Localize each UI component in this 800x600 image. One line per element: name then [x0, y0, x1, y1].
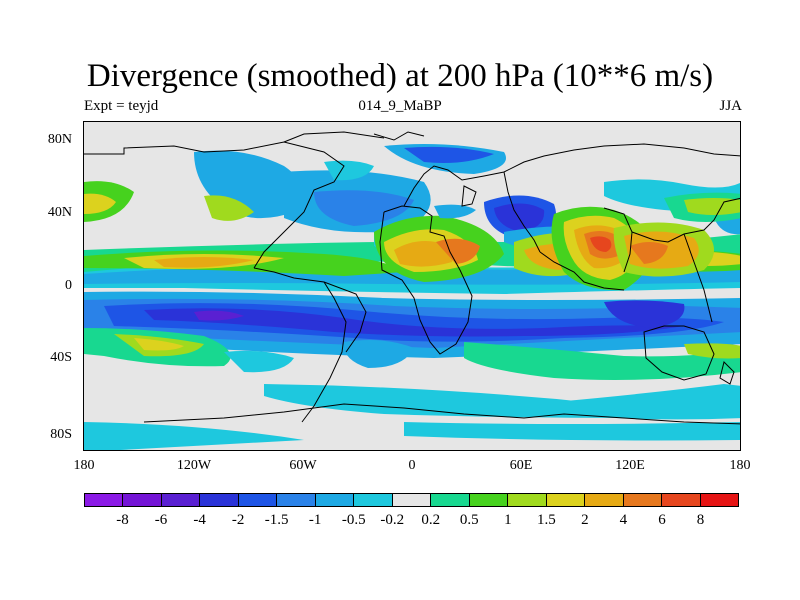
colorbar-swatch — [700, 494, 738, 506]
colorbar-label: 6 — [658, 512, 666, 528]
y-tick: 40S — [50, 350, 72, 365]
colorbar-label: -1 — [308, 512, 322, 528]
colorbar-label: 0.5 — [459, 512, 479, 528]
x-tick: 180 — [729, 458, 751, 473]
experiment-label: Expt = teyjd — [84, 98, 159, 114]
map-title: Divergence (smoothed) at 200 hPa (10**6 … — [86, 58, 714, 94]
y-tick: 40N — [47, 205, 72, 220]
colorbar-label: 8 — [696, 512, 705, 528]
y-tick: 0 — [65, 278, 72, 293]
divergence-contours — [84, 131, 740, 450]
divergence-map — [83, 121, 741, 451]
y-tick: 80S — [50, 427, 72, 442]
colorbar-swatch — [277, 494, 316, 506]
colorbar-swatch — [238, 494, 278, 506]
colorbar-swatch — [469, 494, 509, 506]
colorbar-swatch — [392, 494, 432, 506]
season-label: JJA — [719, 98, 742, 114]
colorbar-swatch — [354, 494, 393, 506]
colorbar-label: -8 — [116, 512, 129, 528]
colorbar-label: 2 — [581, 512, 589, 528]
colorbar-label: 4 — [619, 512, 628, 528]
colorbar-swatch — [623, 494, 663, 506]
y-tick: 80N — [47, 132, 72, 147]
colorbar-label: -4 — [193, 512, 206, 528]
colorbar-swatch — [123, 494, 162, 506]
colorbar-swatch — [662, 494, 701, 506]
colorbar-swatch — [315, 494, 355, 506]
colorbar-label: -0.2 — [380, 512, 405, 528]
colorbar-swatch — [161, 494, 201, 506]
colorbar — [84, 493, 739, 507]
colorbar-swatch — [431, 494, 470, 506]
x-tick: 120W — [176, 458, 212, 473]
colorbar-label: -1.5 — [264, 512, 289, 528]
colorbar-label: -6 — [154, 512, 168, 528]
colorbar-label: -0.5 — [341, 512, 366, 528]
colorbar-swatch — [585, 494, 624, 506]
colorbar-label: 1 — [504, 512, 512, 528]
run-id-label: 014_9_MaBP — [358, 98, 442, 114]
colorbar-label: 1.5 — [536, 512, 556, 528]
colorbar-swatch — [200, 494, 239, 506]
x-tick: 180 — [73, 458, 95, 473]
x-tick: 60W — [289, 458, 317, 473]
colorbar-swatch — [546, 494, 586, 506]
x-tick: 60E — [509, 458, 533, 473]
x-tick: 120E — [615, 458, 645, 473]
colorbar-swatch — [85, 494, 124, 506]
colorbar-label: 0.2 — [421, 512, 441, 528]
x-tick: 0 — [408, 458, 416, 473]
colorbar-label: -2 — [231, 512, 245, 528]
colorbar-swatch — [508, 494, 547, 506]
